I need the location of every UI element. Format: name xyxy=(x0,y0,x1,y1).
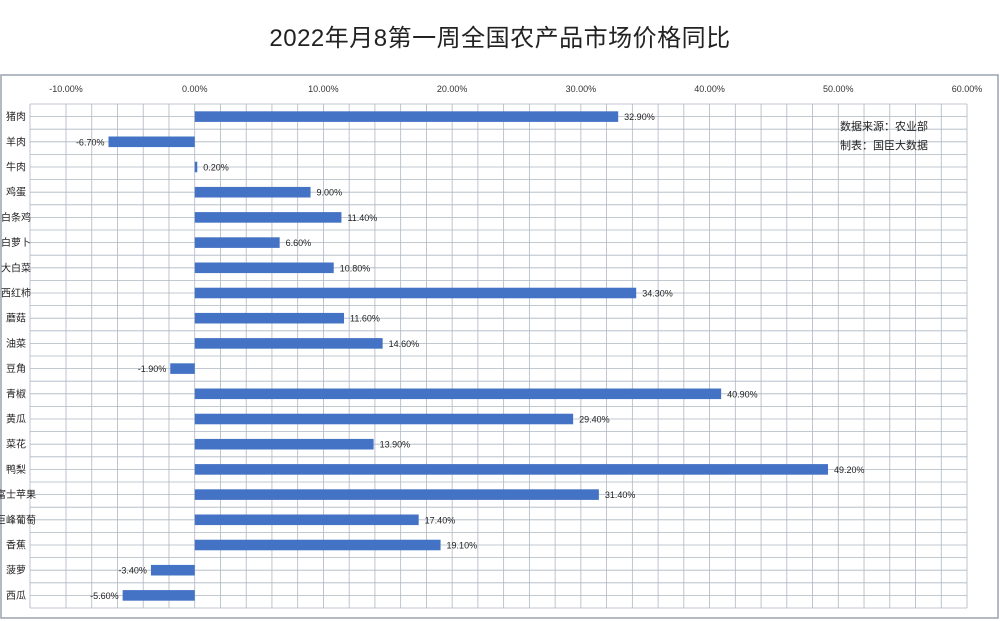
x-tick-label: 50.00% xyxy=(823,84,854,94)
data-label: 10.80% xyxy=(340,263,371,273)
category-label: 白萝卜 xyxy=(1,236,31,249)
data-label: 9.00% xyxy=(317,188,343,198)
x-tick-label: 10.00% xyxy=(308,84,339,94)
bar xyxy=(194,212,342,223)
bar xyxy=(194,262,334,274)
source-note-line: 数据来源：农业部 xyxy=(840,119,928,133)
category-label: 大白菜 xyxy=(1,261,31,274)
bar xyxy=(108,136,195,148)
data-label: 31.40% xyxy=(605,490,636,500)
x-axis-ticks: -10.00% 0.00% 10.00% 20.00% 30.00% 40.00% 50.0… xyxy=(49,84,982,94)
data-label: 32.90% xyxy=(624,112,655,122)
category-label: 西瓜 xyxy=(6,590,26,602)
data-label: -6.70% xyxy=(76,137,105,147)
data-label: 19.10% xyxy=(447,541,478,551)
data-label: -1.90% xyxy=(138,364,167,374)
data-label: 0.20% xyxy=(203,163,229,173)
x-tick-label: 40.00% xyxy=(694,84,725,94)
x-tick-label: 30.00% xyxy=(566,84,597,94)
category-label: 菜花 xyxy=(6,438,26,451)
bar xyxy=(194,438,374,450)
data-label: -5.60% xyxy=(90,591,119,601)
category-label: 油菜 xyxy=(6,337,26,350)
category-label: 黄瓜 xyxy=(6,413,26,426)
bar xyxy=(194,338,383,349)
data-label: 6.60% xyxy=(286,238,312,248)
bar xyxy=(194,287,637,299)
bar xyxy=(194,413,574,425)
data-labels: 32.90% -6.70% 0.20% 9.00% 11.40% 6.60% 10.80% 3… xyxy=(76,112,865,601)
category-label: 富士苹果 xyxy=(0,488,36,501)
category-label: 鸡蛋 xyxy=(6,186,26,199)
bars xyxy=(108,111,828,601)
bar xyxy=(194,489,599,500)
source-note-line: 制表：国臣大数据 xyxy=(840,138,928,152)
bar xyxy=(194,161,198,173)
x-tick-label: 20.00% xyxy=(437,84,468,94)
data-label: 13.90% xyxy=(380,440,411,450)
bar xyxy=(150,564,195,576)
x-tick-label: 0.00% xyxy=(182,84,208,94)
data-label: 29.40% xyxy=(579,415,610,425)
category-label: 豆角 xyxy=(6,363,26,375)
category-label: 猪肉 xyxy=(6,110,26,123)
category-label: 青椒 xyxy=(6,387,26,400)
x-tick-label: 60.00% xyxy=(952,84,983,94)
category-label: 巨峰葡萄 xyxy=(0,513,36,526)
data-label: 40.90% xyxy=(727,389,758,399)
category-label: 西红柿 xyxy=(1,287,31,300)
data-label: 34.30% xyxy=(642,289,673,299)
category-label: 菠萝 xyxy=(6,565,26,577)
bar xyxy=(194,111,619,122)
bar xyxy=(194,312,345,324)
category-label: 白条鸡 xyxy=(1,211,31,224)
bar xyxy=(170,363,195,374)
category-label: 蘑菇 xyxy=(6,312,26,325)
data-label: 14.60% xyxy=(389,339,420,349)
grid xyxy=(29,103,968,609)
category-label: 香蕉 xyxy=(6,540,26,552)
data-label: 49.20% xyxy=(834,465,865,475)
data-label: 11.60% xyxy=(350,314,380,324)
category-labels: 猪肉羊肉牛肉鸡蛋白条鸡白萝卜大白菜西红柿蘑菇油菜豆角青椒黄瓜菜花鸭梨富士苹果巨峰… xyxy=(0,110,36,602)
x-tick-label: -10.00% xyxy=(49,84,83,94)
bar xyxy=(194,539,441,551)
data-label: -3.40% xyxy=(118,566,147,576)
bar xyxy=(194,514,419,526)
bar xyxy=(194,186,311,198)
category-label: 牛肉 xyxy=(6,161,26,174)
data-label: 11.40% xyxy=(347,213,377,223)
chart-title: 2022年月8第一周全国农产品市场价格同比 xyxy=(269,25,731,52)
bar xyxy=(194,388,722,400)
bar xyxy=(122,590,195,601)
bar xyxy=(194,464,828,475)
bar xyxy=(194,237,280,248)
data-label: 17.40% xyxy=(425,515,456,525)
category-label: 鸭梨 xyxy=(6,463,26,476)
chart-frame xyxy=(0,74,999,619)
category-label: 羊肉 xyxy=(6,135,26,148)
